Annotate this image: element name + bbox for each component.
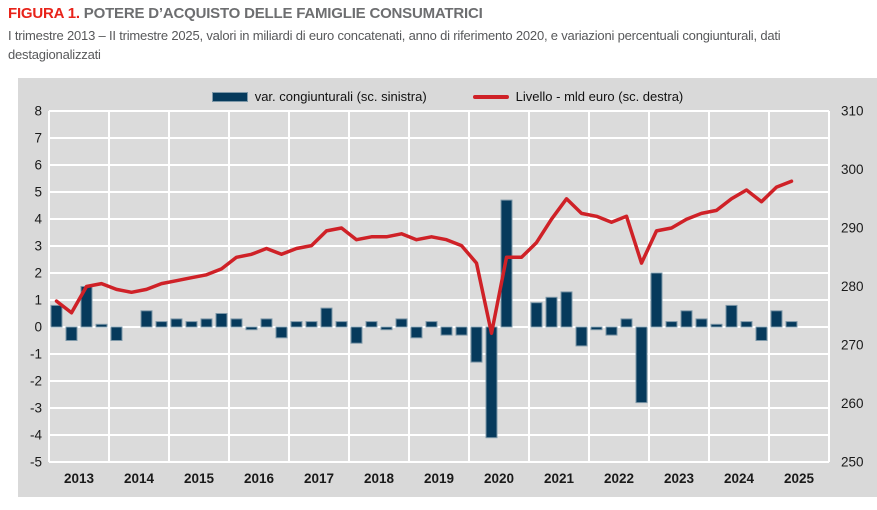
bar-2015Q3: [200, 318, 213, 328]
bar-2013Q2: [65, 326, 78, 341]
bar-2024Q4: [755, 326, 768, 341]
year-label: 2023: [664, 471, 695, 486]
left-axis-tick: 1: [34, 293, 42, 308]
plot-svg: 8 7 6 5 4 3 2 1 0 -1 -2 -3 -4 -5 310 300 290 280 270 260 250…: [30, 104, 864, 487]
bar-2017Q2: [305, 321, 318, 328]
left-axis-tick: 2: [34, 266, 42, 281]
bar-2015Q1: [170, 318, 183, 328]
year-label: 2016: [244, 471, 275, 486]
right-axis-tick: 310: [841, 104, 864, 119]
year-label: 2025: [784, 471, 815, 486]
bar-2019Q3: [440, 326, 453, 336]
bar-2022Q2: [605, 326, 618, 336]
legend-item-bars: var. congiunturali (sc. sinistra): [211, 89, 427, 104]
bar-2013Q1: [50, 304, 63, 328]
legend-line-label: Livello - mld euro (sc. destra): [515, 89, 684, 104]
bar-2013Q4: [95, 323, 108, 328]
bar-2017Q3: [320, 307, 333, 328]
bar-2018Q2: [365, 321, 378, 328]
chart-area: var. congiunturali (sc. sinistra) Livell…: [18, 78, 877, 497]
plot-panel: [49, 111, 829, 462]
year-label: 2013: [64, 471, 95, 486]
left-axis-tick: 3: [34, 239, 42, 254]
bar-2024Q1: [710, 323, 723, 328]
figure-title: POTERE D’ACQUISTO DELLE FAMIGLIE CONSUMA…: [83, 5, 483, 22]
right-axis-tick: 280: [841, 279, 864, 294]
legend-bar-label: var. congiunturali (sc. sinistra): [254, 89, 427, 104]
bar-2019Q1: [410, 326, 423, 339]
bar-2014Q4: [155, 321, 168, 328]
bar-2016Q1: [230, 318, 243, 328]
bar-2017Q1: [290, 321, 303, 328]
figure-label: FIGURA 1.: [8, 5, 80, 22]
right-axis-tick: 260: [841, 396, 864, 411]
right-axis-tick: 250: [841, 455, 864, 470]
right-axis-tick: 270: [841, 338, 864, 353]
left-axis-tick: -4: [30, 428, 42, 443]
left-axis-tick: 6: [34, 158, 42, 173]
bar-2023Q3: [680, 310, 693, 328]
bar-2015Q2: [185, 321, 198, 328]
figure-subtitle: I trimestre 2013 – II trimestre 2025, va…: [8, 28, 781, 62]
year-label: 2021: [544, 471, 575, 486]
line-series-swatch-icon: [472, 94, 509, 99]
year-label: 2015: [184, 471, 215, 486]
year-label: 2019: [424, 471, 454, 486]
bar-2021Q3: [560, 291, 573, 328]
bar-2019Q4: [455, 326, 468, 336]
bar-2022Q3: [620, 318, 633, 328]
bar-2024Q3: [740, 321, 753, 328]
year-label: 2018: [364, 471, 395, 486]
year-label: 2024: [724, 471, 755, 486]
bar-2016Q2: [245, 326, 258, 331]
left-axis-tick: 8: [34, 104, 42, 119]
legend-item-line: Livello - mld euro (sc. destra): [472, 89, 684, 104]
year-label: 2014: [124, 471, 155, 486]
bar-2021Q4: [575, 326, 588, 347]
bar-2018Q4: [395, 318, 408, 328]
bar-2018Q3: [380, 326, 393, 331]
year-label: 2020: [484, 471, 514, 486]
left-axis-tick: 0: [34, 320, 42, 335]
bar-2016Q3: [260, 318, 273, 328]
bar-2020Q1: [470, 326, 483, 363]
year-label: 2022: [604, 471, 634, 486]
right-axis-tick: 290: [841, 221, 864, 236]
bar-2022Q1: [590, 326, 603, 331]
bar-2024Q2: [725, 304, 738, 328]
left-axis-tick: -2: [30, 374, 42, 389]
bar-2017Q4: [335, 321, 348, 328]
figure-heading: FIGURA 1. POTERE D’ACQUISTO DELLE FAMIGL…: [8, 3, 870, 24]
left-axis-tick: 7: [34, 131, 42, 146]
bar-2018Q1: [350, 326, 363, 344]
left-axis-tick: -5: [30, 455, 42, 470]
bar-2023Q1: [650, 272, 663, 328]
bar-2020Q2: [485, 326, 498, 439]
bar-2021Q2: [545, 296, 558, 328]
left-axis-tick: -3: [30, 401, 42, 416]
level-line: [54, 179, 794, 336]
bar-2014Q1: [110, 326, 123, 341]
bar-series-swatch-icon: [211, 91, 248, 102]
bar-2025Q1: [770, 310, 783, 328]
bar-2016Q4: [275, 326, 288, 339]
bar-2023Q2: [665, 321, 678, 328]
bar-2025Q2: [785, 321, 798, 328]
bar-2022Q4: [635, 326, 648, 404]
chart-legend: var. congiunturali (sc. sinistra) Livell…: [18, 89, 877, 104]
right-axis-tick: 300: [841, 162, 864, 177]
title-block: FIGURA 1. POTERE D’ACQUISTO DELLE FAMIGL…: [8, 3, 870, 64]
year-label: 2017: [304, 471, 334, 486]
left-axis-tick: -1: [30, 347, 42, 362]
left-axis-tick: 4: [34, 212, 42, 227]
left-axis-tick: 5: [34, 185, 42, 200]
bar-2015Q4: [215, 313, 228, 328]
bar-2014Q3: [140, 310, 153, 328]
bar-2019Q2: [425, 321, 438, 328]
bar-2021Q1: [530, 302, 543, 328]
bar-2023Q4: [695, 318, 708, 328]
